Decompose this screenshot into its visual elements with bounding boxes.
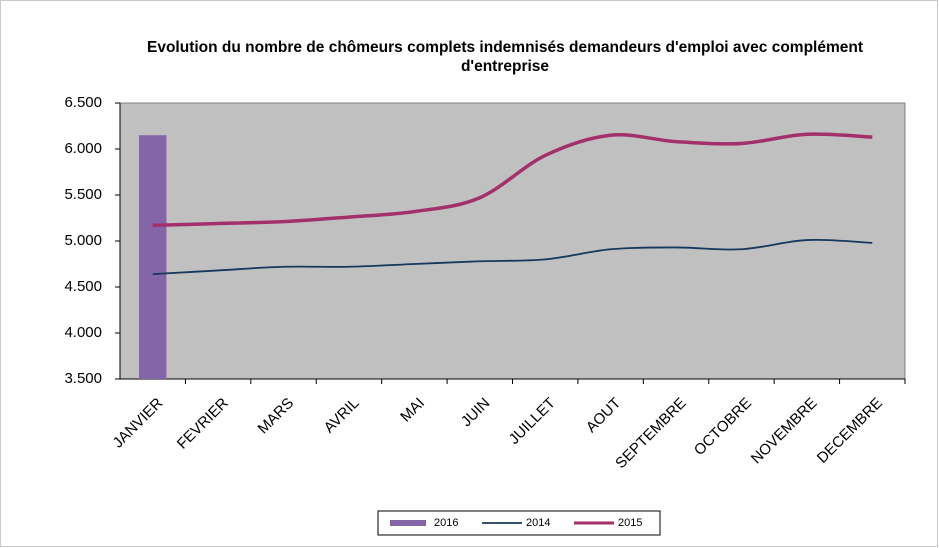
y-tick-label: 3.500	[64, 370, 102, 387]
y-tick-label: 5.500	[64, 186, 102, 203]
y-tick-label: 4.500	[64, 278, 102, 295]
y-tick-label: 4.000	[64, 324, 102, 341]
bar	[138, 135, 167, 379]
y-tick-label: 6.000	[64, 140, 102, 157]
chart-title: Evolution du nombre de chômeurs complets…	[147, 39, 863, 75]
legend-label: 2014	[526, 517, 550, 529]
legend-label: 2016	[434, 517, 458, 529]
plot-area	[119, 102, 906, 380]
line	[152, 238, 873, 276]
y-tick-label: 6.500	[64, 94, 102, 111]
legend-label: 2015	[618, 517, 642, 529]
y-tick-label: 5.000	[64, 232, 102, 249]
legend-swatch	[390, 520, 426, 526]
line	[152, 132, 873, 228]
